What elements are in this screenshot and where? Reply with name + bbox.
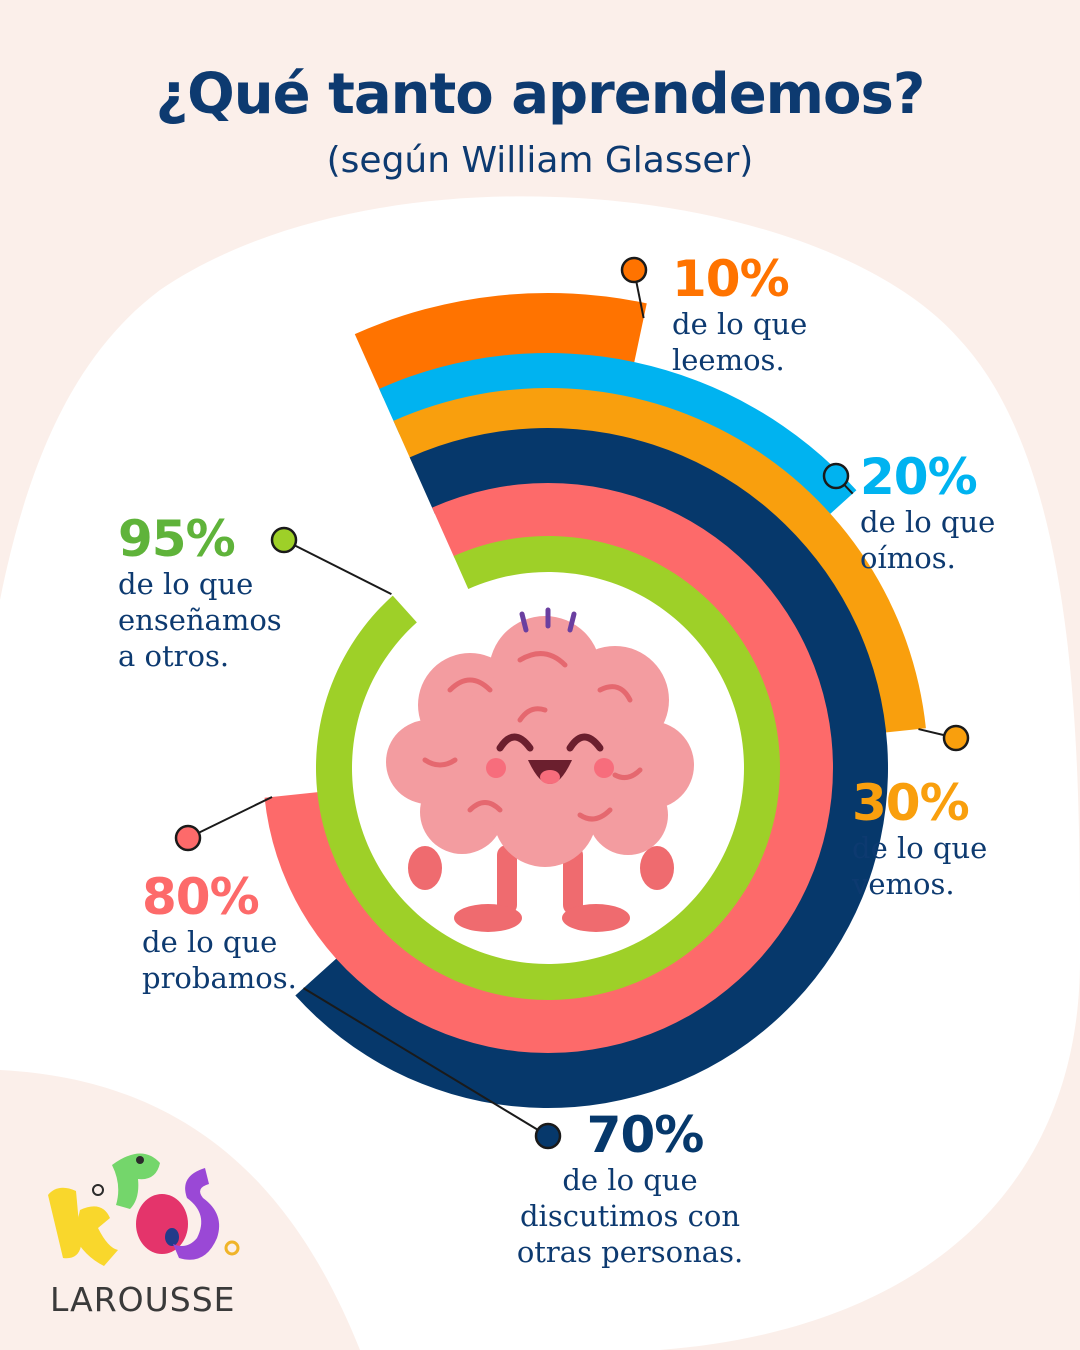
label-try-text: de lo que probamos. — [142, 925, 297, 995]
leader-dot-discuss — [534, 1122, 562, 1150]
label-discuss-text: de lo que discutimos con otras personas. — [516, 1163, 744, 1269]
label-read-percent: 10% — [672, 250, 790, 308]
leader-dot-teach — [270, 526, 298, 554]
leader-line-discuss — [302, 987, 549, 1137]
label-see: 30% de lo que vemos. — [852, 776, 1067, 902]
brand-name: LAROUSSE — [50, 1280, 236, 1319]
label-teach-percent: 95% — [118, 510, 236, 568]
label-teach: 95% de lo que enseñamos a otros. — [118, 512, 318, 674]
leader-line-try — [187, 796, 273, 839]
label-discuss-percent: 70% — [586, 1106, 705, 1164]
label-read: 10% de lo que leemos. — [672, 252, 912, 378]
label-hear: 20% de lo que oímos. — [860, 450, 1070, 576]
leader-dot-hear — [822, 462, 850, 490]
label-try: 80% de lo que probamos. — [142, 870, 342, 996]
label-read-text: de lo que leemos. — [672, 307, 808, 377]
leader-lines — [174, 256, 970, 1150]
kids-logo — [48, 1153, 240, 1266]
leader-line-teach — [283, 539, 392, 595]
radial-bars — [264, 292, 926, 1109]
leader-dot-see — [942, 724, 970, 752]
label-try-percent: 80% — [142, 868, 260, 926]
page-title: ¿Qué tanto aprendemos? — [155, 62, 926, 127]
label-teach-text: de lo que enseñamos a otros. — [118, 567, 282, 673]
leader-dot-read — [620, 256, 648, 284]
radial-bar-discuss — [295, 428, 888, 1109]
label-hear-text: de lo que oímos. — [860, 505, 996, 575]
label-discuss: 70% de lo que discutimos con otras perso… — [500, 1108, 760, 1270]
leader-dot-try — [174, 824, 202, 852]
brain-mascot — [386, 607, 694, 932]
label-see-percent: 30% — [852, 774, 970, 832]
label-hear-percent: 20% — [860, 448, 978, 506]
page-subtitle: (según William Glasser) — [326, 140, 754, 181]
label-see-text: de lo que vemos. — [852, 831, 988, 901]
